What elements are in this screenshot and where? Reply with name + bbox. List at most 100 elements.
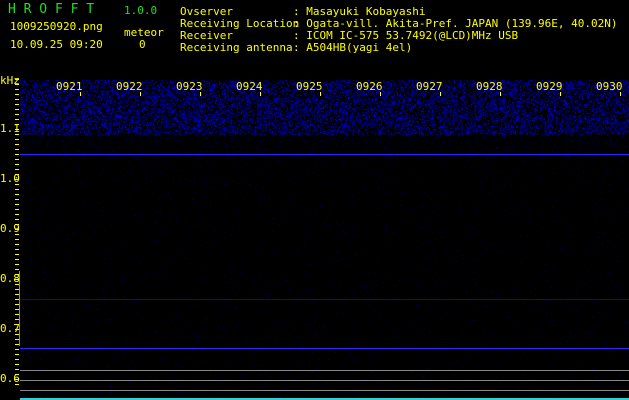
x-tick-label: 0924 xyxy=(236,80,263,93)
antenna-label: Receiving antenna xyxy=(180,41,293,54)
y-minor-tick xyxy=(15,324,19,325)
meteor-label: meteor xyxy=(124,26,164,39)
y-minor-tick xyxy=(15,194,19,195)
signal-line-lower xyxy=(20,348,629,349)
y-minor-tick xyxy=(15,129,19,130)
x-tick xyxy=(380,92,381,96)
y-minor-tick xyxy=(15,174,19,175)
app-version: 1.0.0 xyxy=(124,4,158,17)
y-minor-tick xyxy=(15,264,19,265)
y-minor-tick xyxy=(15,94,19,95)
observer-value: : Masayuki Kobayashi xyxy=(293,5,426,18)
x-tick xyxy=(80,92,81,96)
y-minor-tick xyxy=(15,79,19,80)
y-minor-tick xyxy=(15,184,19,185)
y-minor-tick xyxy=(15,269,19,270)
y-minor-tick xyxy=(15,164,19,165)
y-minor-tick xyxy=(15,339,19,340)
y-minor-tick xyxy=(15,254,19,255)
y-minor-tick xyxy=(15,239,19,240)
marker-line-1 xyxy=(20,370,629,371)
y-minor-tick xyxy=(15,204,19,205)
y-minor-tick xyxy=(15,154,19,155)
y-minor-tick xyxy=(15,169,19,170)
y-minor-tick xyxy=(15,299,19,300)
y-minor-tick xyxy=(15,229,19,230)
y-minor-tick xyxy=(15,384,19,385)
y-minor-tick xyxy=(15,244,19,245)
x-tick-label: 0930 xyxy=(596,80,623,93)
y-minor-tick xyxy=(15,349,19,350)
file-name: 1009250920.png xyxy=(10,20,103,33)
y-minor-tick xyxy=(15,109,19,110)
x-tick-label: 0928 xyxy=(476,80,503,93)
y-minor-tick xyxy=(15,329,19,330)
x-tick-label: 0923 xyxy=(176,80,203,93)
y-minor-tick xyxy=(15,334,19,335)
y-minor-tick xyxy=(15,134,19,135)
x-tick-label: 0927 xyxy=(416,80,443,93)
y-minor-tick xyxy=(15,124,19,125)
observer-label: Ovserver xyxy=(180,5,233,18)
y-minor-tick xyxy=(15,149,19,150)
x-tick-label: 0929 xyxy=(536,80,563,93)
x-tick xyxy=(500,92,501,96)
location-value: : Ogata-vill. Akita-Pref. JAPAN (139.96E… xyxy=(293,17,618,30)
y-minor-tick xyxy=(15,364,19,365)
y-minor-tick xyxy=(15,144,19,145)
y-minor-tick xyxy=(15,114,19,115)
y-minor-tick xyxy=(15,259,19,260)
y-minor-tick xyxy=(15,249,19,250)
receiver-label: Receiver xyxy=(180,29,233,42)
x-tick-label: 0925 xyxy=(296,80,323,93)
y-minor-tick xyxy=(15,289,19,290)
y-minor-tick xyxy=(15,139,19,140)
y-minor-tick xyxy=(15,319,19,320)
y-tick-label: 0.8 xyxy=(0,272,20,285)
y-minor-tick xyxy=(15,104,19,105)
y-minor-tick xyxy=(15,284,19,285)
file-datetime: 10.09.25 09:20 xyxy=(10,38,103,51)
y-axis-label: kHz xyxy=(0,74,20,87)
y-tick-label: 0.9 xyxy=(0,222,20,235)
y-tick-label: 1.0 xyxy=(0,172,20,185)
y-minor-tick xyxy=(15,304,19,305)
marker-line-2 xyxy=(20,380,629,381)
y-tick-label: 0.7 xyxy=(0,322,20,335)
app-name: H R O F F T xyxy=(8,2,95,17)
y-minor-tick xyxy=(15,189,19,190)
y-minor-tick xyxy=(15,119,19,120)
x-tick xyxy=(320,92,321,96)
x-tick xyxy=(260,92,261,96)
x-tick-label: 0921 xyxy=(56,80,83,93)
antenna-value: : A504HB(yagi 4el) xyxy=(293,41,413,54)
y-minor-tick xyxy=(15,274,19,275)
signal-line-faint xyxy=(20,299,629,300)
bottom-strip xyxy=(20,398,629,400)
y-minor-tick xyxy=(15,369,19,370)
y-minor-tick xyxy=(15,314,19,315)
y-minor-tick xyxy=(15,209,19,210)
meteor-count: 0 xyxy=(139,38,146,51)
x-tick xyxy=(440,92,441,96)
x-tick xyxy=(560,92,561,96)
y-minor-tick xyxy=(15,159,19,160)
marker-vertical xyxy=(19,271,20,346)
y-minor-tick xyxy=(15,234,19,235)
y-tick-label: 1.1 xyxy=(0,122,20,135)
x-tick-label: 0926 xyxy=(356,80,383,93)
y-minor-tick xyxy=(15,99,19,100)
y-minor-tick xyxy=(15,309,19,310)
y-minor-tick xyxy=(15,374,19,375)
y-minor-tick xyxy=(15,179,19,180)
y-minor-tick xyxy=(15,214,19,215)
y-minor-tick xyxy=(15,219,19,220)
y-minor-tick xyxy=(15,379,19,380)
x-tick xyxy=(200,92,201,96)
y-tick-label: 0.6 xyxy=(0,372,20,385)
y-minor-tick xyxy=(15,344,19,345)
y-minor-tick xyxy=(15,279,19,280)
y-minor-tick xyxy=(15,84,19,85)
x-tick-label: 0922 xyxy=(116,80,143,93)
